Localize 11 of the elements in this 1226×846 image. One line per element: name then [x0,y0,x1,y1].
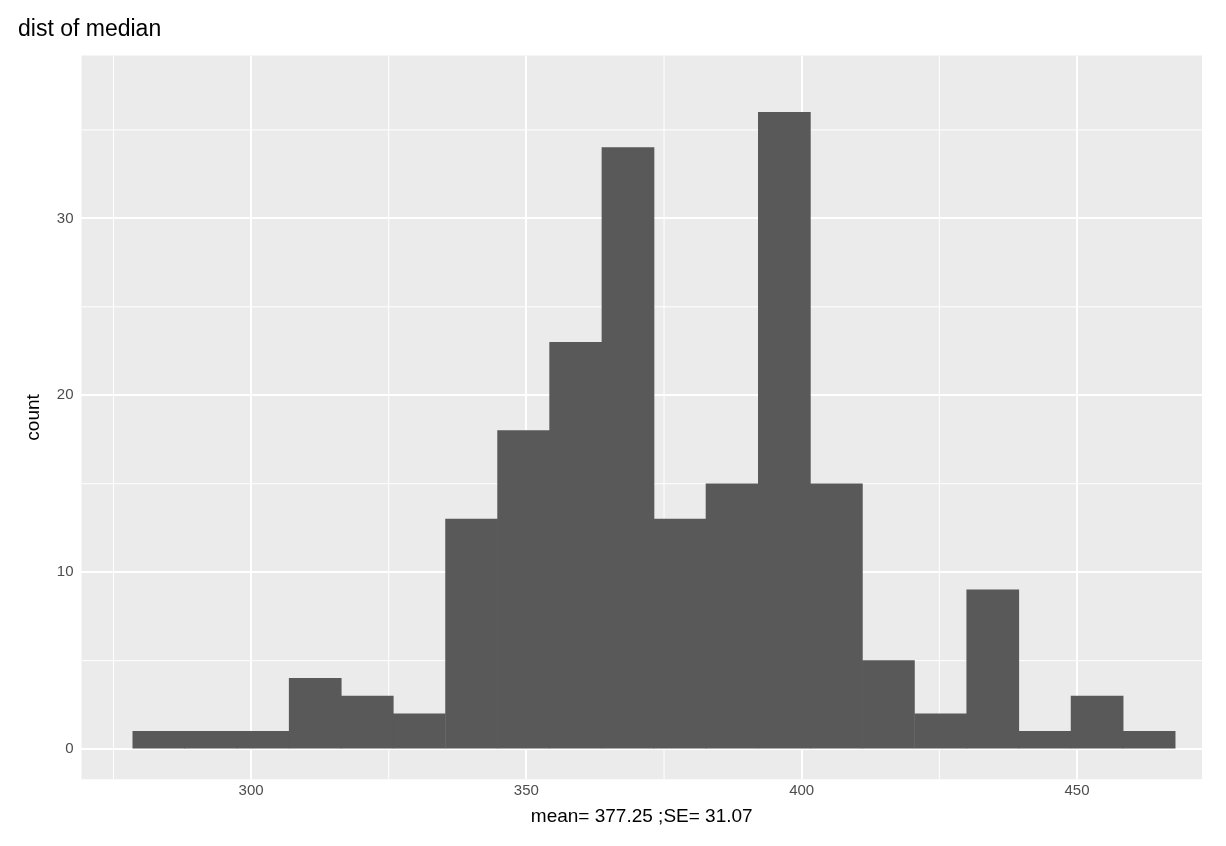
y-tick-label: 30 [56,208,74,226]
y-tick-label: 10 [56,562,74,580]
y-tick-label: 0 [65,739,74,757]
x-tick-label: 450 [1064,781,1090,799]
x-tick-label: 400 [789,781,815,799]
x-tick-label: 350 [513,781,539,799]
x-tick-label: 300 [238,781,264,799]
chart-title: dist of median [18,15,162,42]
y-axis-title: count [21,393,43,441]
y-tick-label: 20 [56,385,74,403]
x-axis-title: mean= 377.25 ;SE= 31.07 [530,804,753,826]
